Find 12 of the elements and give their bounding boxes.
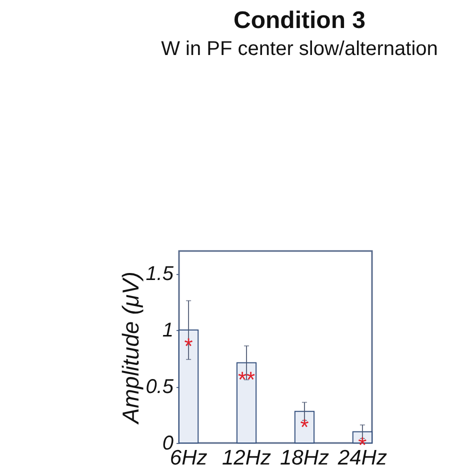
y-tick-label: 0 [162, 432, 174, 454]
y-tick-label: 0.5 [146, 376, 174, 398]
y-tick-label: 1.5 [146, 263, 174, 286]
chart-subtitle: W in PF center slow/alternation [161, 38, 438, 60]
x-tick-label: 12Hz [222, 446, 272, 470]
x-tick-label: 18Hz [280, 446, 330, 470]
y-axis-title: Amplitude (μV) [118, 272, 144, 426]
annotation: * [300, 414, 310, 440]
bar [178, 330, 199, 444]
chart-title: Condition 3 [234, 7, 366, 34]
bar [294, 410, 315, 444]
y-tick-label: 1 [162, 320, 174, 342]
